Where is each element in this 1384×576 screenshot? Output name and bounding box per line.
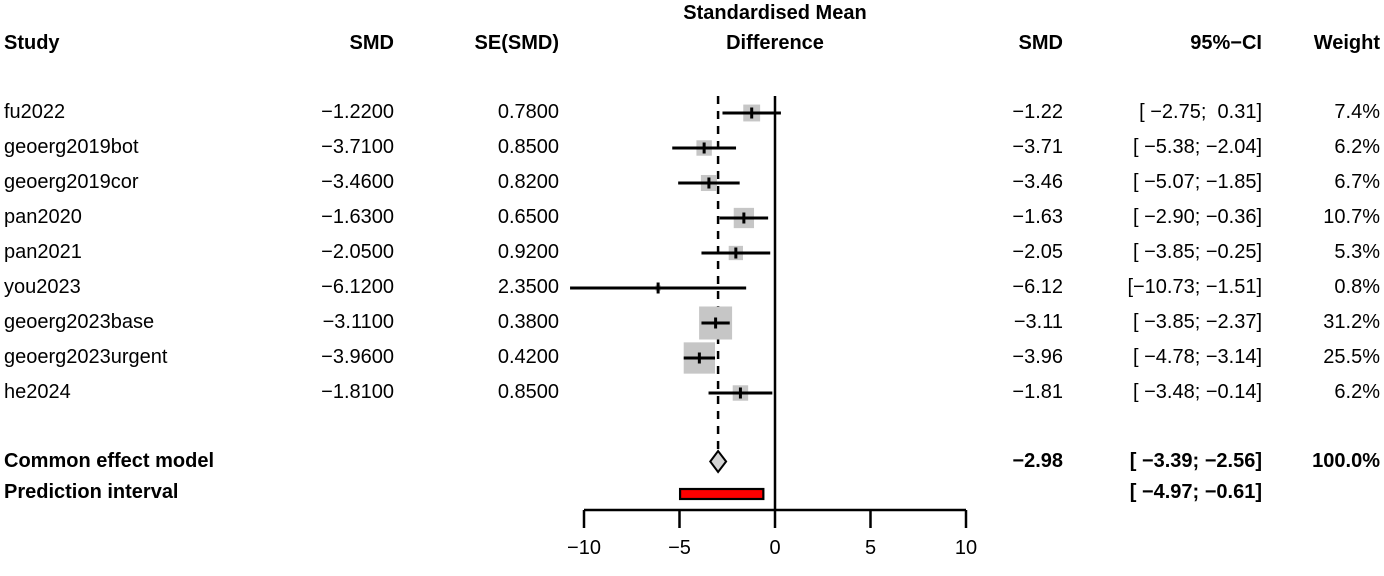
study-se-input: 0.9200 [497, 241, 559, 263]
study-ci: [ −5.38; −2.04] [1133, 136, 1262, 158]
prediction-ci: [ −4.97; −0.61] [1129, 481, 1262, 503]
header-study: Study [4, 32, 60, 54]
study-ci: [ −3.85; −0.25] [1133, 241, 1262, 263]
study-ci: [ −5.07; −1.85] [1133, 171, 1262, 193]
study-smd: −1.63 [1012, 206, 1063, 228]
study-smd: −3.96 [1012, 346, 1063, 368]
study-smd-input: −6.1200 [321, 276, 394, 298]
study-weight: 0.8% [1334, 276, 1380, 298]
axis-tick-label: 0 [769, 537, 781, 559]
study-name: you2023 [4, 276, 81, 298]
study-smd-input: −1.8100 [321, 381, 394, 403]
study-name: geoerg2023urgent [4, 346, 168, 368]
study-weight: 25.5% [1323, 346, 1380, 368]
study-se-input: 0.8200 [497, 171, 559, 193]
study-weight: 5.3% [1334, 241, 1380, 263]
study-smd: −1.81 [1012, 381, 1063, 403]
header-smd-input: SMD [349, 32, 394, 54]
axis-tick-label: 10 [954, 537, 978, 559]
axis-tick-label: −10 [567, 537, 601, 559]
study-se-input: 0.8500 [497, 381, 559, 403]
study-name: he2024 [4, 381, 71, 403]
header-weight: Weight [1313, 32, 1380, 54]
study-smd: −1.22 [1012, 101, 1063, 123]
study-ci: [ −3.85; −2.37] [1133, 311, 1262, 333]
study-ci: [ −2.90; −0.36] [1133, 206, 1262, 228]
study-weight: 6.2% [1334, 381, 1380, 403]
study-se-input: 0.8500 [497, 136, 559, 158]
study-weight: 10.7% [1323, 206, 1380, 228]
prediction-label: Prediction interval [4, 481, 179, 503]
study-ci: [ −3.48; −0.14] [1133, 381, 1262, 403]
study-smd-input: −1.2200 [321, 101, 394, 123]
study-se-input: 0.4200 [497, 346, 559, 368]
study-se-input: 0.6500 [497, 206, 559, 228]
study-smd-input: −3.1100 [322, 311, 394, 333]
study-smd: −3.11 [1013, 311, 1063, 333]
study-name: fu2022 [4, 101, 66, 123]
summary-weight: 100.0% [1312, 450, 1380, 472]
study-se-input: 0.7800 [497, 101, 559, 123]
study-smd-input: −3.9600 [321, 346, 394, 368]
study-se-input: 2.3500 [497, 276, 559, 298]
study-name: geoerg2023base [4, 311, 155, 333]
study-smd-input: −3.4600 [321, 171, 394, 193]
axis-tick-label: −5 [668, 537, 691, 559]
study-name: geoerg2019cor [4, 171, 139, 193]
study-se-input: 0.3800 [497, 311, 559, 333]
study-ci: [−10.73; −1.51] [1127, 276, 1262, 298]
summary-diamond [709, 449, 728, 474]
study-smd-input: −2.0500 [321, 241, 394, 263]
study-name: geoerg2019bot [4, 136, 139, 158]
header-se-input: SE(SMD) [474, 32, 559, 54]
study-ci: [ −2.75; 0.31] [1139, 101, 1262, 123]
prediction-interval-bar [678, 487, 765, 501]
study-smd: −3.46 [1012, 171, 1063, 193]
study-smd-input: −3.7100 [321, 136, 394, 158]
summary-smd: −2.98 [1012, 450, 1063, 472]
study-smd: −6.12 [1012, 276, 1063, 298]
header-smd: SMD [1018, 32, 1063, 54]
study-ci: [ −4.78; −3.14] [1133, 346, 1262, 368]
study-smd-input: −1.6300 [321, 206, 394, 228]
study-weight: 31.2% [1323, 311, 1380, 333]
study-smd: −2.05 [1012, 241, 1063, 263]
study-weight: 7.4% [1334, 101, 1380, 123]
study-weight: 6.2% [1334, 136, 1380, 158]
axis-tick-label: 5 [864, 537, 877, 559]
study-smd: −3.71 [1012, 136, 1063, 158]
summary-ci: [ −3.39; −2.56] [1129, 450, 1262, 472]
study-name: pan2020 [4, 206, 82, 228]
summary-label: Common effect model [4, 450, 215, 472]
study-name: pan2021 [4, 241, 82, 263]
header-ci: 95%−CI [1190, 32, 1262, 54]
study-weight: 6.7% [1334, 171, 1380, 193]
plot-title-line2: Difference [726, 32, 824, 54]
plot-title-line1: Standardised Mean [683, 2, 867, 24]
